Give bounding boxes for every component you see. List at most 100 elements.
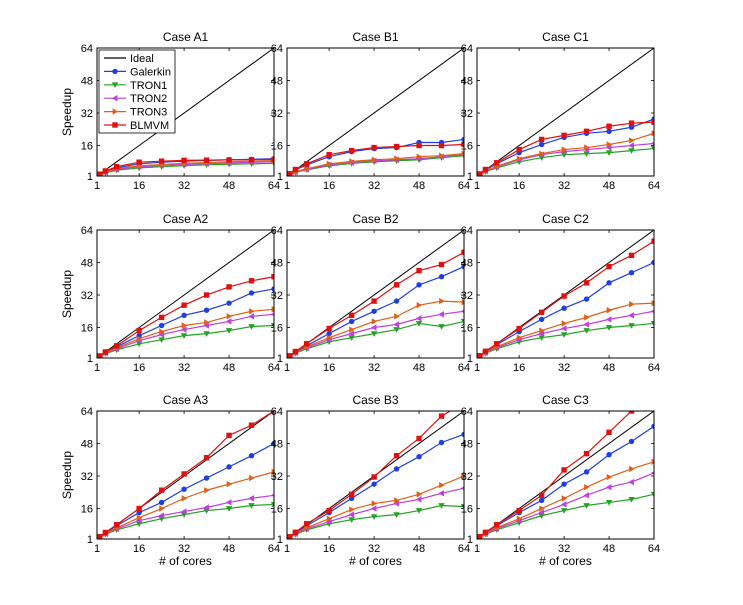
data-point-blmvm [102,349,109,355]
data-point-tron1 [583,503,590,509]
data-point-blmvm [203,455,210,461]
x-tick-label: 48 [413,543,425,555]
data-point-galerkin [628,269,635,276]
data-point-tron3 [394,313,400,320]
data-point-galerkin [461,263,464,270]
data-point-tron2 [225,318,232,325]
y-tick-label: 16 [81,323,93,335]
x-tick-label: 48 [223,543,235,555]
legend-marker-tron3 [112,108,119,115]
data-point-galerkin [248,452,255,459]
plot-area [477,230,654,358]
data-point-tron3 [326,334,333,341]
data-point-tron3 [271,306,274,313]
data-point-tron1 [270,323,274,329]
axes-frame [476,410,655,540]
data-point-blmvm [561,467,567,473]
data-point-galerkin [393,298,400,304]
y-tick-label: 48 [81,258,93,270]
x-tick-label: 64 [268,180,280,192]
data-point-tron3 [416,491,423,498]
axes-frame [476,229,655,359]
series-line-blmvm [287,411,452,539]
data-point-tron3 [461,150,464,157]
data-point-blmvm [102,529,109,536]
data-point-blmvm [651,392,656,397]
data-point-blmvm [158,158,165,164]
data-point-tron2 [370,505,377,512]
data-point-tron2 [325,518,332,525]
data-point-galerkin [461,431,464,438]
data-point-tron3 [606,307,613,314]
data-point-tron2 [203,504,209,511]
data-point-tron3 [326,515,333,522]
y-tick-label: 32 [81,471,93,483]
y-tick-label: 1 [467,353,473,365]
x-tick-label: 48 [603,543,615,555]
x-tick-label: 64 [648,543,660,555]
data-point-tron1 [370,331,378,337]
data-point-tron3 [371,500,378,507]
data-point-blmvm [516,146,522,153]
data-point-tron3 [159,505,165,512]
data-point-blmvm [371,298,377,304]
plot-area [97,411,274,539]
data-point-blmvm [326,325,332,332]
legend-marker-blmvm [112,122,118,128]
data-point-blmvm [482,529,489,535]
panel-title: Case C2 [542,212,589,226]
data-point-tron2 [248,495,254,502]
data-point-tron1 [415,321,423,327]
data-point-tron3 [136,335,143,342]
data-point-tron3 [561,146,568,153]
data-point-galerkin [348,318,355,325]
x-tick-label: 32 [368,180,380,192]
data-point-galerkin [628,124,635,130]
y-tick-label: 48 [81,76,93,88]
data-point-tron3 [629,300,635,308]
data-point-blmvm [482,166,489,173]
x-axis-label: # of cores [159,554,212,568]
plot-area [97,48,274,176]
x-tick-label: 48 [603,180,615,192]
y-tick-label: 64 [461,406,473,418]
data-point-blmvm [493,341,500,347]
data-point-tron1 [628,148,635,154]
data-point-blmvm [628,411,635,414]
data-point-tron3 [539,505,545,512]
data-point-tron2 [370,324,377,331]
data-point-blmvm [303,521,310,527]
data-point-blmvm [538,136,545,143]
x-tick-label: 32 [178,362,190,374]
axes-frame [96,47,275,177]
legend-box [98,49,176,134]
series-line-tron2 [97,494,274,539]
data-point-galerkin [628,438,635,445]
data-point-blmvm [271,274,274,280]
data-point-tron3 [584,314,590,321]
y-tick-label: 32 [81,108,93,120]
data-point-tron2 [605,483,612,491]
legend-label-tron3: TRON3 [130,107,167,119]
data-point-blmvm [628,120,635,126]
y-tick-label: 32 [461,471,473,483]
plot-area [287,230,464,358]
data-point-galerkin [416,454,422,460]
data-point-blmvm [326,151,332,158]
legend-label-blmvm: BLMVM [130,120,169,132]
y-tick-label: 32 [271,108,283,120]
data-point-blmvm [393,452,400,459]
y-tick-label: 1 [467,534,473,546]
data-point-blmvm [226,432,232,439]
y-tick-label: 1 [87,534,93,546]
data-point-blmvm [416,435,422,442]
data-point-tron3 [461,472,464,480]
data-point-tron2 [628,312,634,319]
legend-marker-tron1 [111,82,119,88]
data-point-tron3 [461,298,464,306]
data-point-tron2 [158,512,165,519]
axes-frame [476,47,655,177]
y-tick-label: 1 [467,171,473,183]
